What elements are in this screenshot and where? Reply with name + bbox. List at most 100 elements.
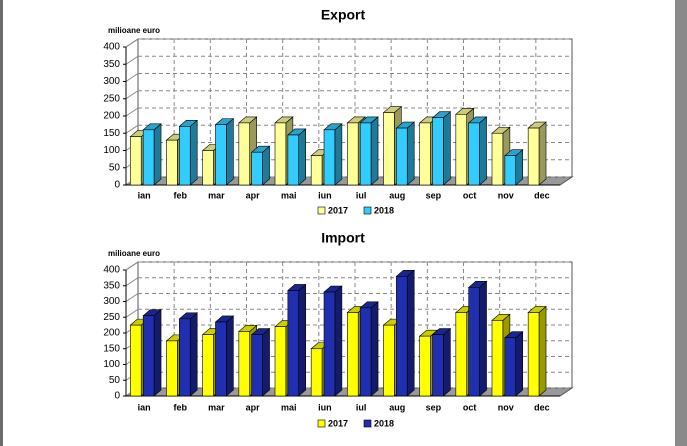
frame-right (675, 0, 687, 446)
bar (396, 127, 408, 186)
bar (310, 155, 323, 186)
y-tick-label: 100 (103, 359, 120, 370)
bar-side (406, 269, 415, 397)
bar (347, 312, 359, 397)
bar-side (262, 145, 270, 186)
bar-side (334, 285, 343, 397)
grid-line-side (125, 124, 139, 134)
chart-title: Import (321, 230, 365, 246)
bar (396, 275, 408, 397)
y-tick-label: 400 (103, 265, 120, 276)
bar (238, 122, 250, 186)
grid-line-side (125, 90, 139, 100)
legend-label: 2017 (328, 418, 348, 428)
x-tick-label: dec (534, 190, 550, 200)
x-tick-label: apr (246, 190, 261, 200)
bar-side (515, 331, 524, 397)
legend-swatch (317, 419, 326, 428)
x-tick-label: nov (498, 190, 514, 200)
bar (130, 136, 142, 186)
x-tick-label: mai (281, 190, 297, 200)
bar-side (479, 116, 487, 186)
grid-line-side (125, 308, 139, 318)
x-tick-label: feb (174, 402, 188, 412)
bar-side (538, 305, 547, 397)
bar (323, 291, 336, 397)
x-tick-label: nov (498, 402, 514, 412)
bar (359, 122, 372, 186)
grid-line-side (125, 55, 139, 65)
bar (251, 151, 263, 186)
grid-line-side (125, 277, 139, 287)
x-tick-label: ian (138, 190, 151, 200)
bar (287, 290, 300, 397)
bar (347, 122, 359, 186)
bar (491, 320, 504, 397)
y-tick-label: 50 (109, 162, 121, 173)
legend-swatch (363, 206, 372, 215)
x-tick-label: iul (356, 402, 367, 412)
y-tick-label: 0 (114, 391, 120, 402)
bar-side (443, 111, 451, 186)
bar-side (334, 123, 343, 186)
bar (419, 122, 431, 186)
bar (527, 127, 540, 186)
y-tick-label: 50 (109, 375, 121, 386)
bar-side (479, 280, 487, 397)
grid-line-side (125, 107, 139, 117)
bar (274, 122, 287, 186)
bar-side (189, 312, 198, 397)
bar (202, 150, 214, 186)
bar (323, 129, 336, 186)
bar (455, 312, 467, 397)
legend-swatch (363, 419, 372, 428)
x-tick-label: aug (389, 190, 405, 200)
y-tick-label: 350 (103, 59, 120, 70)
y-axis-label: milioane euro (108, 249, 160, 258)
bar-side (153, 123, 162, 186)
y-tick-label: 250 (103, 312, 120, 323)
bar (251, 334, 263, 397)
x-tick-label: apr (246, 402, 261, 412)
bar (179, 318, 191, 397)
x-tick-label: mar (208, 190, 225, 200)
bar (166, 139, 178, 186)
bar-side (406, 121, 415, 186)
x-tick-label: feb (174, 190, 188, 200)
y-axis-label: milioane euro (108, 26, 160, 35)
bar (287, 134, 300, 186)
x-tick-label: ian (138, 402, 151, 412)
grid-line-side (125, 293, 139, 302)
bar (142, 315, 155, 397)
bar-side (226, 117, 234, 186)
y-tick-label: 100 (103, 145, 120, 156)
bar-side (153, 309, 162, 397)
y-tick-label: 200 (103, 328, 120, 339)
y-tick-label: 300 (103, 296, 120, 307)
bar (383, 324, 395, 397)
bar-side (370, 301, 379, 397)
bar-side (370, 116, 379, 186)
bar (432, 117, 444, 186)
grid-line-side (125, 38, 139, 48)
legend-label: 2018 (374, 205, 394, 215)
bar (455, 113, 467, 186)
x-tick-label: sep (426, 190, 442, 200)
bar-side (298, 283, 307, 397)
bar (179, 126, 191, 186)
y-tick-label: 200 (103, 111, 120, 122)
x-tick-label: dec (534, 402, 550, 412)
bar (468, 287, 480, 397)
bar (202, 334, 214, 397)
bar (238, 331, 250, 397)
y-tick-label: 350 (103, 280, 120, 291)
y-tick-label: 400 (103, 42, 120, 53)
x-tick-label: aug (389, 402, 405, 412)
x-tick-label: oct (463, 402, 477, 412)
bar (274, 326, 287, 397)
legend-label: 2017 (328, 205, 348, 215)
legend-swatch (317, 206, 326, 215)
x-tick-label: iul (356, 190, 367, 200)
grid-line-side (125, 73, 139, 82)
